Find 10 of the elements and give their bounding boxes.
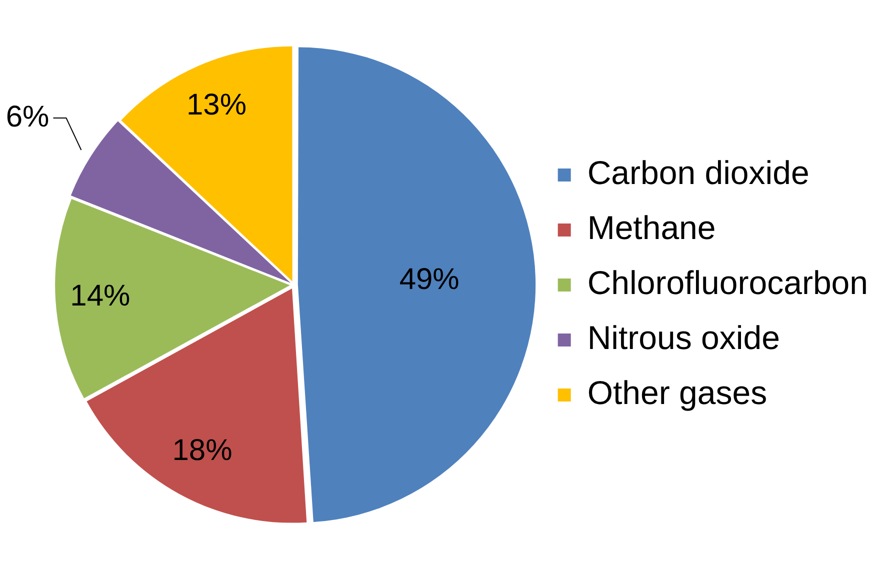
data-label: 18%	[172, 434, 232, 468]
legend-label: Other gases	[587, 374, 768, 412]
data-label: 13%	[186, 88, 247, 122]
data-label: 49%	[399, 263, 460, 296]
data-label: 14%	[70, 279, 130, 312]
legend-label: Nitrous oxide	[587, 319, 780, 356]
data-label: 6%	[6, 100, 50, 134]
legend-label: Carbon dioxide	[587, 154, 810, 192]
legend-label: Methane	[587, 209, 716, 246]
legend-label: Chlorofluorocarbon	[587, 264, 868, 302]
